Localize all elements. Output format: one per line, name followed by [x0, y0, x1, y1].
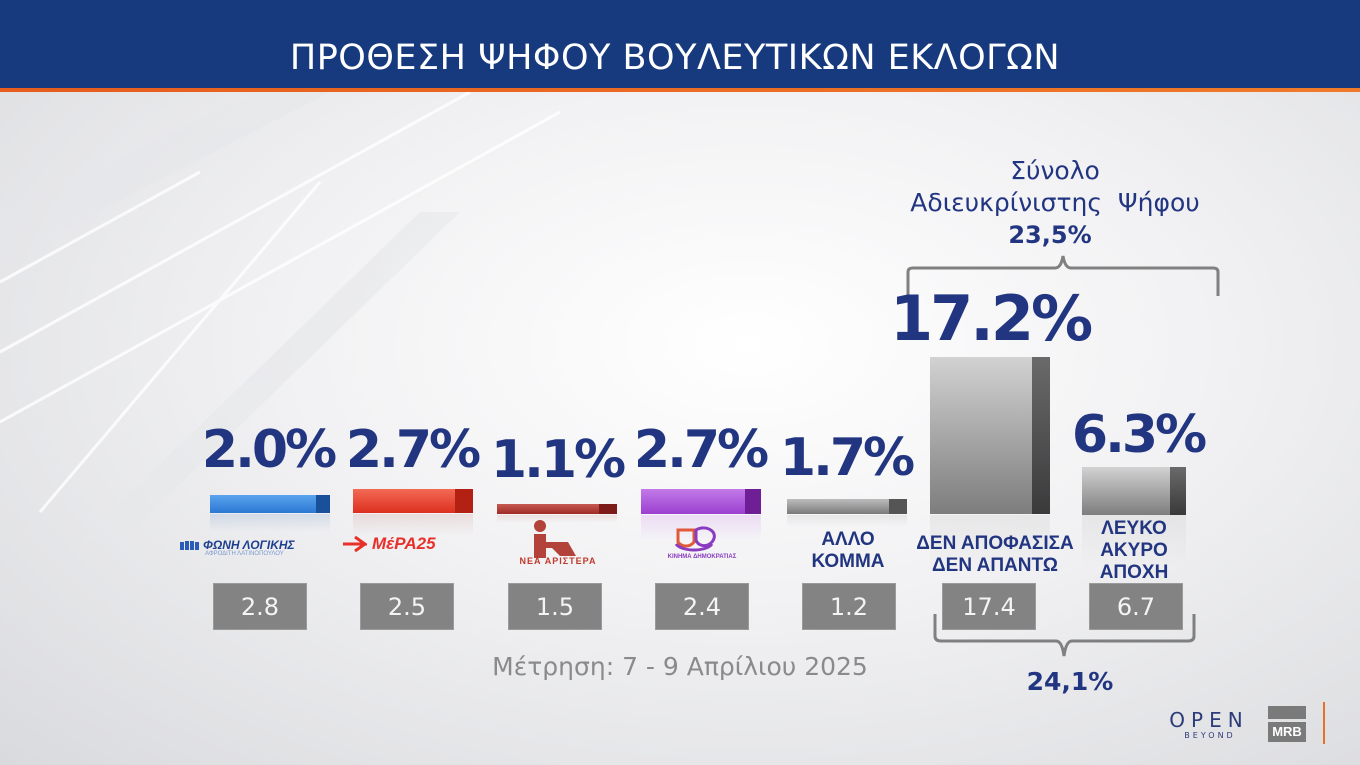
- mrb-logo-text: MRB: [1268, 722, 1306, 742]
- logo-text-kinima-dimokratias: ΚΙΝΗΜΑ ΔΗΜΟΚΡΑΤΙΑΣ: [667, 554, 737, 560]
- label-line: ΛΕΥΚΟ: [1101, 518, 1167, 539]
- top-brace: [906, 255, 1220, 296]
- undecided-previous-total: 24,1%: [1026, 667, 1114, 696]
- brand-divider: [1323, 702, 1325, 744]
- value-label-mera25: 2.7%: [345, 420, 481, 480]
- bar-kinima-dimokratias: [641, 489, 761, 514]
- bar-leyko-akyro: [1082, 467, 1186, 515]
- bar-allo-komma: [787, 499, 907, 514]
- undecided-title: Σύνολο Αδιευκρίνιστης Ψήφου: [870, 155, 1240, 219]
- bar-mera25: [353, 489, 473, 513]
- value-label-allo-komma: 1.7%: [779, 428, 915, 488]
- previous-value-foni-logikis: 2.8: [213, 583, 307, 630]
- label-line: ΔΕΝ ΑΠΑΝΤΩ: [931, 555, 1058, 576]
- bar-reflection: [787, 515, 907, 527]
- mrb-logo-bar: [1268, 706, 1306, 719]
- bar-reflection: [930, 515, 1050, 575]
- bar-nea-aristera: [497, 504, 617, 514]
- foni-logikis-icon: [180, 541, 199, 550]
- bar-den-apofasisa: [930, 357, 1050, 514]
- undecided-title-line2: Αδιευκρίνιστης Ψήφου: [910, 188, 1200, 217]
- bar-foni-logikis: [210, 495, 330, 513]
- previous-value-mera25: 2.5: [360, 583, 454, 630]
- mrb-logo: MRB: [1268, 706, 1306, 742]
- survey-date: Μέτρηση: 7 - 9 Απρίλιου 2025: [492, 652, 868, 681]
- logo-text-mera25: ΜέΡΑ25: [372, 534, 436, 553]
- bar-reflection: [353, 514, 473, 536]
- label-den-apofasisa: ΔΕΝ ΑΠΟΦΑΣΙΣΑ ΔΕΝ ΑΠΑΝΤΩ: [910, 533, 1080, 577]
- previous-value-nea-aristera: 1.5: [508, 583, 602, 630]
- undecided-current-total: 23,5%: [1008, 221, 1092, 249]
- undecided-title-line1: Σύνολο: [1010, 156, 1100, 185]
- header-bar: [0, 0, 1360, 88]
- logo-foni-logikis: [178, 538, 334, 556]
- page-title: ΠΡΟΘΕΣΗ ΨΗΦΟΥ ΒΟΥΛΕΥΤΙΚΩΝ ΕΚΛΟΓΩΝ: [289, 38, 1061, 78]
- open-tagline: BEYOND: [1184, 731, 1236, 740]
- logo-text-nea-aristera: ΝΕΑ ΑΡΙΣΤΕΡΑ: [519, 556, 597, 566]
- label-line: ΑΠΟΧΗ: [1099, 562, 1169, 583]
- label-line: ΑΛΛΟ: [821, 529, 875, 550]
- bar-reflection: [497, 515, 617, 523]
- label-line: ΚΟΜΜΑ: [811, 551, 885, 572]
- previous-value-kinima-dimokratias: 2.4: [655, 583, 749, 630]
- kinima-dimokratias-icon: [674, 526, 716, 552]
- value-label-kinima-dimokratias: 2.7%: [633, 420, 769, 480]
- previous-value-leyko-akyro: 6.7: [1089, 583, 1183, 630]
- bar-reflection: [1082, 515, 1186, 565]
- previous-value-allo-komma: 1.2: [802, 583, 896, 630]
- previous-value-den-apofasisa: 17.4: [942, 583, 1036, 630]
- label-leyko-akyro: ΛΕΥΚΟ ΑΚΥΡΟ ΑΠΟΧΗ: [1080, 518, 1188, 584]
- mera25-arrow-icon: [343, 535, 367, 553]
- header-accent-stripe: [0, 88, 1360, 92]
- logo-subtitle-foni-logikis: ΑΦΡΟΔΙΤΗ ΛΑΤΙΝΟΠΟΥΛΟΥ: [205, 551, 284, 557]
- label-line: ΑΚΥΡΟ: [1100, 540, 1168, 561]
- value-label-nea-aristera: 1.1%: [490, 430, 626, 490]
- label-line: ΔΕΝ ΑΠΟΦΑΣΙΣΑ: [916, 533, 1074, 554]
- nea-aristera-k-icon: [534, 520, 576, 558]
- logo-text-foni-logikis: ΦΩΝΗ ΛΟΓΙΚΗΣ: [203, 538, 295, 552]
- value-label-leyko-akyro: 6.3%: [1071, 405, 1207, 465]
- label-allo-komma: ΑΛΛΟ ΚΟΜΜΑ: [786, 529, 910, 573]
- value-label-den-apofasisa: 17.2%: [890, 282, 1093, 355]
- bar-reflection: [210, 514, 330, 532]
- value-label-foni-logikis: 2.0%: [201, 420, 337, 480]
- bottom-brace: [933, 614, 1196, 657]
- open-logo: OPEN: [1169, 708, 1249, 732]
